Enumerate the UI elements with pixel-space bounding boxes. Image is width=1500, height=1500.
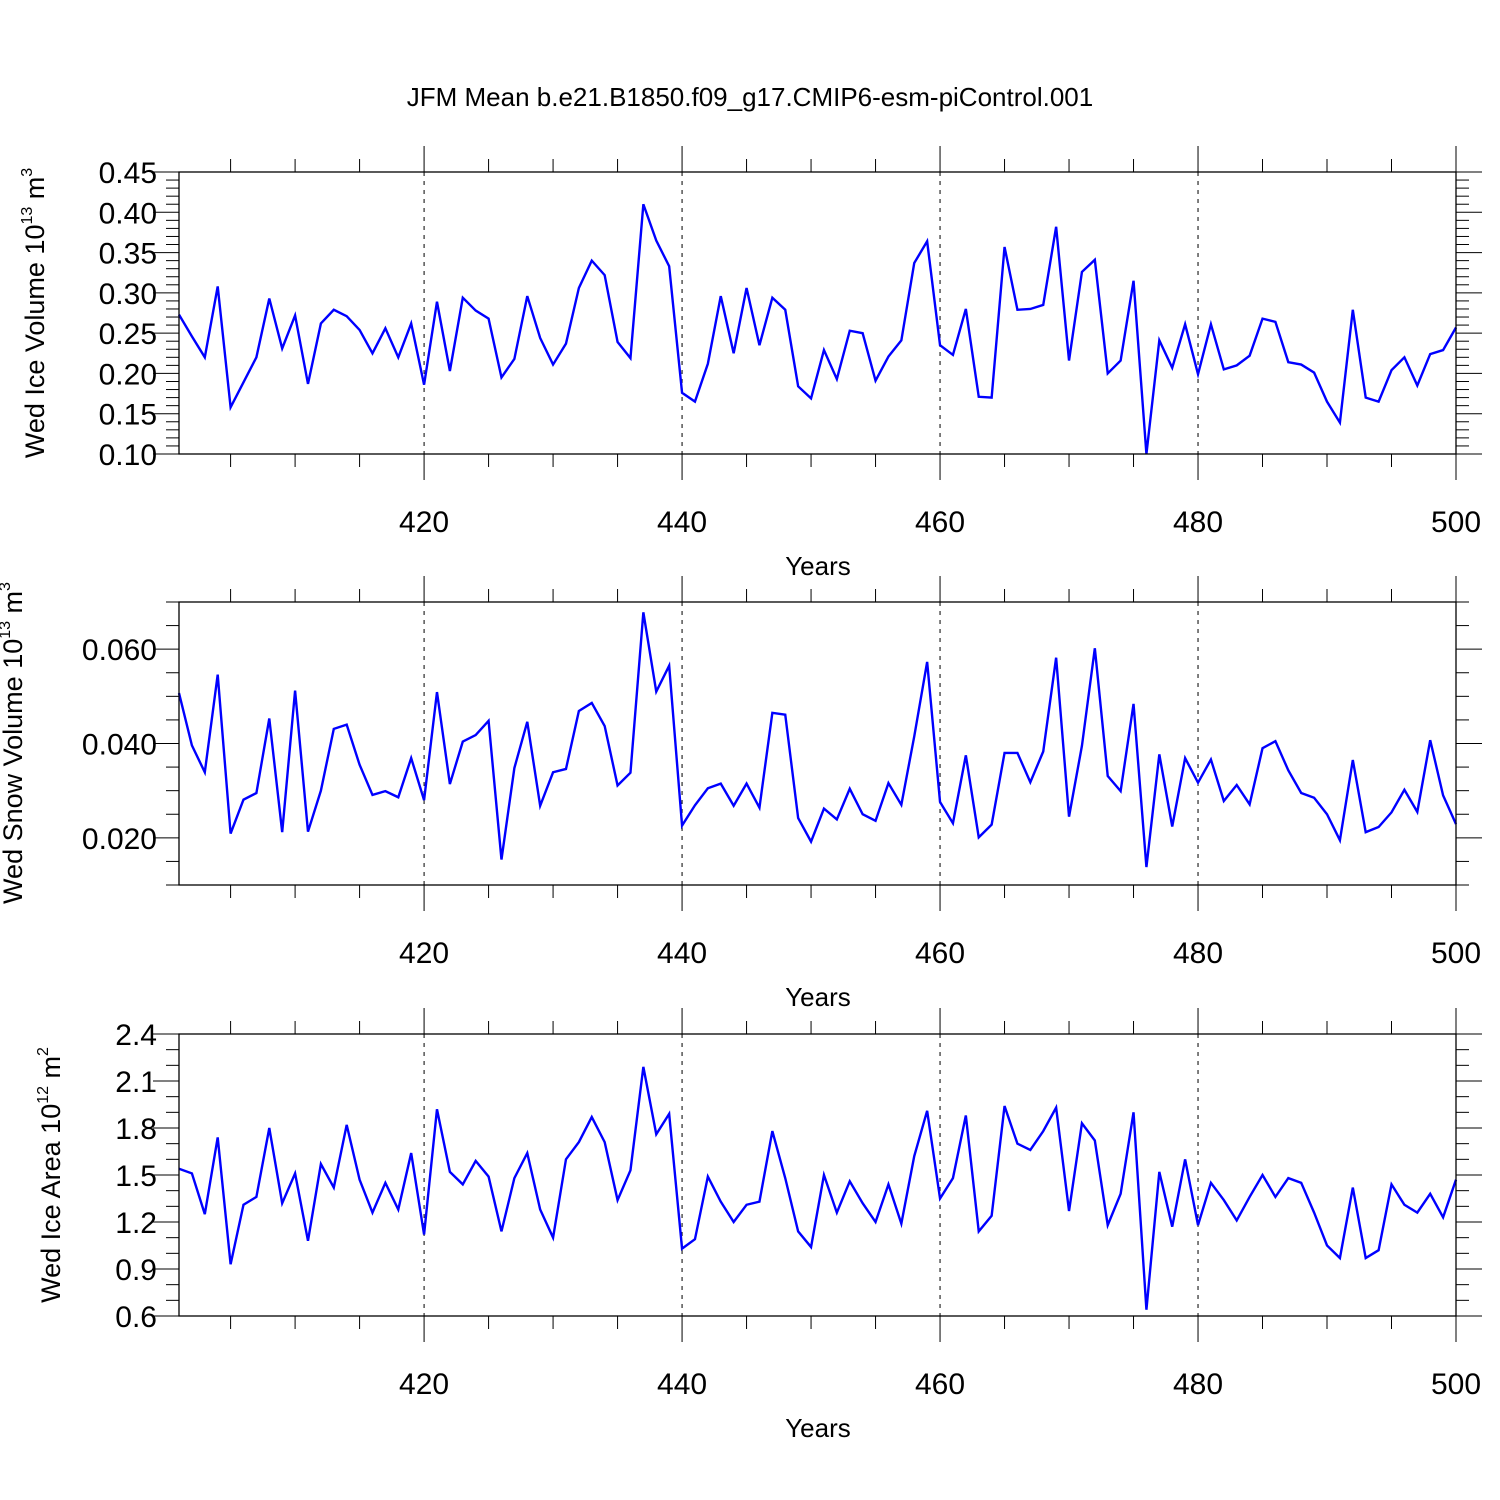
y-axis-label-unit-exponent: 3 bbox=[0, 582, 14, 591]
plot-frame bbox=[178, 1033, 1457, 1317]
y-axis-label-unit: m bbox=[0, 591, 28, 621]
x-tick-label: 500 bbox=[1431, 1368, 1481, 1401]
plot-frame bbox=[178, 171, 1457, 455]
y-tick-label: 2.1 bbox=[115, 1066, 157, 1099]
x-tick-label: 440 bbox=[657, 1368, 707, 1401]
x-tick-label: 480 bbox=[1173, 937, 1223, 970]
y-axis-label: Wed Ice Area 1012 m2 bbox=[35, 1047, 66, 1303]
y-axis-label-main: Wed Snow Volume 10 bbox=[0, 639, 28, 904]
y-axis-label-unit: m bbox=[36, 1056, 66, 1086]
y-axis-label-exponent: 13 bbox=[19, 207, 36, 225]
series-line-ice-volume bbox=[177, 203, 1458, 455]
y-tick-label: 1.5 bbox=[115, 1160, 157, 1193]
y-axis-label-main: Wed Ice Volume 10 bbox=[20, 225, 50, 459]
x-axis-label: Years bbox=[785, 1413, 851, 1443]
x-tick-label: 500 bbox=[1431, 506, 1481, 539]
y-tick-label: 0.40 bbox=[99, 197, 157, 230]
y-tick-label: 2.4 bbox=[115, 1019, 157, 1052]
y-axis-label: Wed Snow Volume 1013 m3 bbox=[0, 582, 28, 904]
y-tick-label: 0.020 bbox=[82, 823, 157, 856]
y-tick-label: 0.35 bbox=[99, 238, 157, 271]
y-axis-label-exponent: 12 bbox=[35, 1086, 52, 1104]
y-axis-label-main: Wed Ice Area 10 bbox=[36, 1104, 66, 1303]
panel-snow-volume: 0.020 0.040 0.060 420 440 460 480 500 Years Wed S… bbox=[0, 576, 1482, 1012]
x-tick-label: 460 bbox=[915, 506, 965, 539]
y-tick-label: 1.8 bbox=[115, 1113, 157, 1146]
x-axis-label: Years bbox=[785, 982, 851, 1012]
x-tick-label: 420 bbox=[399, 506, 449, 539]
y-axis-label-unit: m bbox=[20, 177, 50, 207]
y-tick-label: 0.25 bbox=[99, 318, 157, 351]
x-tick-label: 480 bbox=[1173, 506, 1223, 539]
panel-ice-volume: 0.10 0.15 0.20 0.25 0.30 0.35 0.40 0.45 420 440 46… bbox=[19, 146, 1482, 581]
y-tick-label: 0.10 bbox=[99, 439, 157, 472]
y-tick-label: 0.040 bbox=[82, 729, 157, 762]
y-axis-label-unit-exponent: 2 bbox=[35, 1047, 52, 1056]
x-tick-label: 440 bbox=[657, 506, 707, 539]
y-tick-label: 1.2 bbox=[115, 1207, 157, 1240]
y-axis-label-unit-exponent: 3 bbox=[19, 168, 36, 177]
plot-frame bbox=[178, 601, 1457, 886]
x-tick-label: 440 bbox=[657, 937, 707, 970]
x-axis-label: Years bbox=[785, 551, 851, 581]
y-tick-label: 0.45 bbox=[99, 157, 157, 190]
series-line-ice-area bbox=[178, 1066, 1458, 1310]
y-axis-label: Wed Ice Volume 1013 m3 bbox=[19, 168, 50, 458]
x-tick-label: 500 bbox=[1431, 937, 1481, 970]
x-tick-label: 480 bbox=[1173, 1368, 1223, 1401]
figure-title: JFM Mean b.e21.B1850.f09_g17.CMIP6-esm-p… bbox=[407, 82, 1093, 112]
y-tick-label: 0.060 bbox=[82, 634, 157, 667]
x-tick-label: 460 bbox=[915, 937, 965, 970]
y-tick-label: 0.30 bbox=[99, 278, 157, 311]
x-tick-label: 420 bbox=[399, 937, 449, 970]
y-tick-label: 0.20 bbox=[99, 358, 157, 391]
y-tick-label: 0.9 bbox=[115, 1254, 157, 1287]
series-line-snow-volume bbox=[177, 612, 1458, 868]
y-tick-label: 0.15 bbox=[99, 399, 157, 432]
y-axis-label-exponent: 13 bbox=[0, 621, 14, 639]
y-tick-label: 0.6 bbox=[115, 1301, 157, 1334]
x-tick-label: 460 bbox=[915, 1368, 965, 1401]
panel-ice-area: 0.6 0.9 1.2 1.5 1.8 2.1 2.4 420 440 460 480 500 Year… bbox=[35, 1008, 1482, 1443]
x-tick-label: 420 bbox=[399, 1368, 449, 1401]
